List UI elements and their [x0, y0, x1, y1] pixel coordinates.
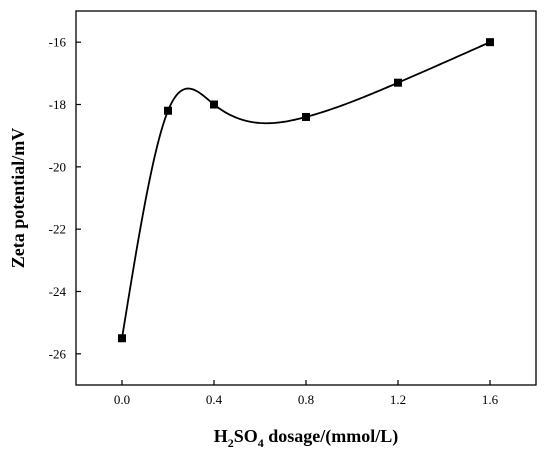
- data-point-marker: [302, 112, 310, 121]
- x-axis-title-prefix: H: [214, 426, 228, 446]
- plot-frame: [75, 10, 537, 386]
- x-axis-title-suffix: dosage/(mmol/L): [264, 426, 399, 447]
- series-curve: [121, 41, 491, 339]
- data-point-marker: [164, 106, 172, 115]
- y-axis-title: Zeta potential/mV: [8, 128, 28, 268]
- data-point-marker: [486, 38, 494, 47]
- x-tick-label: 1.6: [482, 392, 499, 407]
- x-tick-label: 0.0: [114, 392, 130, 407]
- y-tick-label: -18: [49, 97, 66, 112]
- y-tick-label: -16: [49, 35, 67, 50]
- data-point-marker: [394, 78, 402, 87]
- y-axis-ticks: -26 -24 -22 -20 -18 -16: [49, 35, 81, 361]
- x-tick-label: 0.4: [206, 392, 223, 407]
- y-tick-label: -24: [49, 284, 67, 299]
- x-tick-label: 1.2: [390, 392, 406, 407]
- y-tick-label: -22: [49, 222, 66, 237]
- x-axis-title-subscript-1: 2: [228, 436, 234, 450]
- data-point-marker: [210, 100, 218, 109]
- x-tick-label: 0.8: [298, 392, 314, 407]
- x-axis-title: H2SO4 dosage/(mmol/L): [214, 426, 399, 450]
- x-axis-title-subscript-2: 4: [258, 436, 264, 450]
- x-axis-title-middle: SO: [234, 426, 258, 446]
- data-point-marker: [118, 334, 126, 343]
- x-axis-ticks: 0.0 0.4 0.8 1.2 1.6: [114, 380, 499, 407]
- series-markers: [118, 38, 494, 343]
- y-tick-label: -26: [49, 346, 67, 361]
- y-tick-label: -20: [49, 159, 66, 174]
